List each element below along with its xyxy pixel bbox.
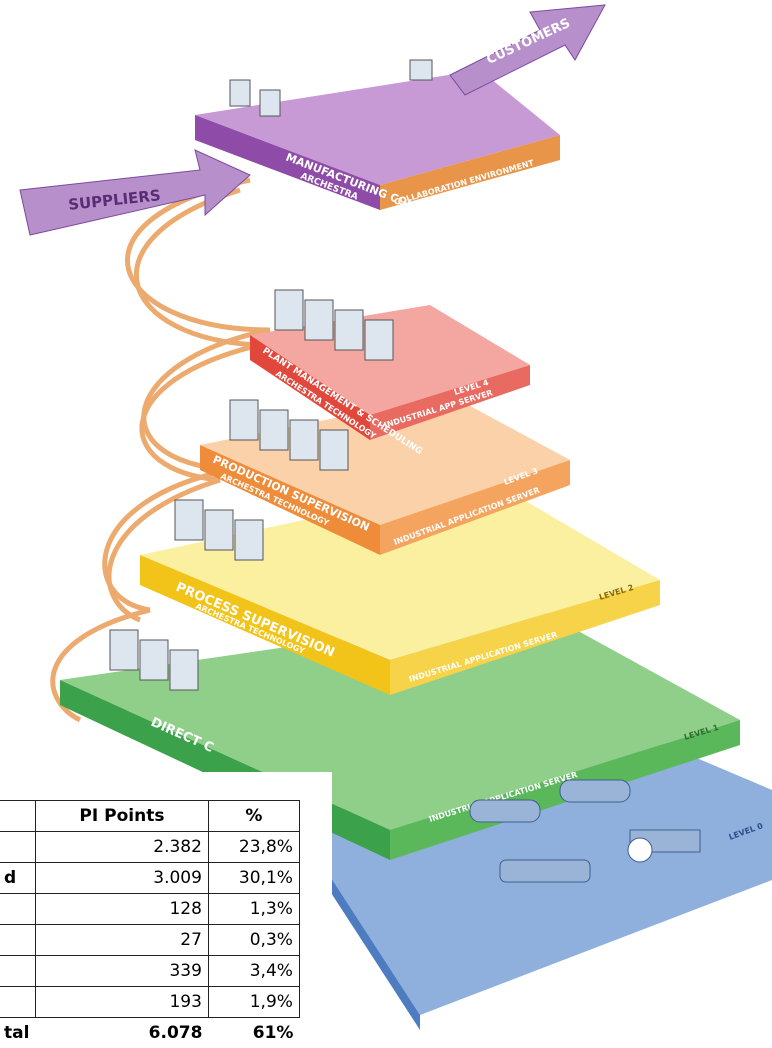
table-cell: 23,8% xyxy=(208,832,299,863)
table-cell: 1,3% xyxy=(208,894,299,925)
table-cell: tal xyxy=(0,1018,35,1048)
table-cell: 193 xyxy=(35,987,208,1018)
page: SUPPLIERS CUSTOMERS MANUFACTURING COLLAB… xyxy=(0,0,772,1043)
table-cell: 339 xyxy=(35,956,208,987)
table-cell: 30,1% xyxy=(208,863,299,894)
table-cell xyxy=(0,987,35,1018)
table-cell xyxy=(0,801,35,832)
table-cell xyxy=(0,925,35,956)
table-cell xyxy=(0,832,35,863)
table-cell: 1,9% xyxy=(208,987,299,1018)
table-cell: 61% xyxy=(208,1018,299,1048)
table-cell: 0,3% xyxy=(208,925,299,956)
table-cell: d xyxy=(0,863,35,894)
table-cell xyxy=(0,956,35,987)
table-cell: PI Points xyxy=(35,801,208,832)
table-cell: 128 xyxy=(35,894,208,925)
table-cell: 6.078 xyxy=(35,1018,208,1048)
table-cell: 3,4% xyxy=(208,956,299,987)
table-row: PI Points% xyxy=(0,801,299,832)
table-cell xyxy=(0,894,35,925)
table-cell: 3.009 xyxy=(35,863,208,894)
table-cell: % xyxy=(208,801,299,832)
table-cell: 27 xyxy=(35,925,208,956)
table-cell: 2.382 xyxy=(35,832,208,863)
